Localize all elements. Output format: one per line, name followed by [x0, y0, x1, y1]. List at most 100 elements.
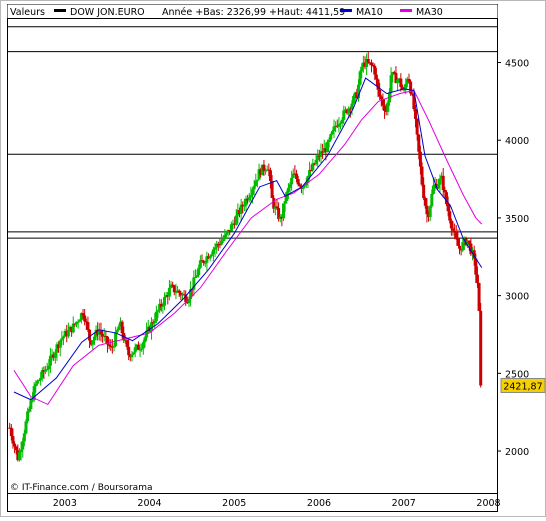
candle-body — [417, 134, 421, 152]
candle-body — [79, 313, 83, 321]
candle-body — [428, 206, 432, 218]
candle-body — [286, 187, 290, 193]
candle-body — [143, 337, 147, 343]
candle-body — [343, 109, 347, 111]
candle-body — [365, 59, 369, 67]
candle-body — [156, 310, 160, 312]
candle-body — [420, 166, 424, 185]
candles — [8, 51, 483, 462]
x-tick-label-2003: 2003 — [53, 498, 77, 509]
candle-body — [39, 377, 43, 381]
candle-body — [125, 340, 129, 347]
candle-body — [112, 346, 116, 348]
candle-body — [45, 369, 49, 371]
candle-body — [242, 205, 246, 207]
candle-body — [180, 294, 184, 296]
candle-body — [251, 189, 255, 196]
candle-body — [133, 347, 137, 353]
candle-body — [394, 72, 398, 84]
candle-body — [140, 348, 144, 350]
candle-body — [360, 66, 364, 72]
candle-body — [389, 75, 393, 93]
y-tick-label-2500: 2500 — [505, 369, 529, 380]
candle-body — [247, 197, 251, 201]
candle-body — [330, 131, 334, 135]
candle-body — [190, 289, 194, 291]
candle-body — [295, 173, 299, 180]
candle-body — [60, 338, 64, 341]
candle-body — [130, 354, 134, 358]
candle-body — [47, 365, 51, 370]
candle-body — [412, 94, 416, 109]
candle-body — [285, 192, 289, 202]
candle-body — [466, 240, 470, 246]
candle-body — [423, 198, 427, 206]
candle-body — [366, 59, 370, 63]
candle-body — [272, 197, 276, 209]
candle-body — [76, 321, 80, 323]
candle-body — [9, 427, 13, 437]
candle-body — [185, 301, 189, 304]
candle-body — [404, 83, 408, 90]
candle-body — [229, 224, 233, 232]
candle-body — [444, 192, 448, 205]
candle-body — [101, 333, 105, 337]
candle-body — [179, 292, 183, 296]
candle-body — [78, 320, 82, 322]
candle-body — [237, 210, 241, 214]
candle-body — [257, 169, 261, 180]
candle-body — [14, 446, 18, 451]
candle-body — [425, 205, 429, 215]
candle-body — [19, 449, 23, 453]
candle-body — [119, 321, 123, 327]
candle-body — [65, 330, 69, 337]
candle-body — [114, 332, 118, 347]
candle-body — [296, 179, 300, 185]
candle-body — [193, 277, 197, 279]
candle-body — [86, 322, 90, 330]
candle-body — [348, 108, 352, 110]
candle-body — [356, 84, 360, 99]
candle-body — [291, 173, 295, 178]
candle-body — [110, 346, 114, 348]
x-tick-label-2004: 2004 — [137, 498, 161, 509]
candle-body — [386, 102, 390, 112]
y-tick-label-4500: 4500 — [505, 59, 529, 70]
candle-body — [327, 139, 331, 142]
candle-body — [244, 198, 248, 206]
candle-body — [335, 125, 339, 127]
candle-body — [474, 258, 478, 275]
candle-body — [259, 169, 263, 176]
candle-body — [255, 179, 259, 181]
candle-body — [400, 86, 404, 90]
candle-body — [448, 211, 452, 221]
candle-body — [316, 155, 320, 160]
candle-body — [454, 231, 458, 238]
plot-area — [7, 4, 498, 494]
candle-body — [246, 198, 250, 201]
last-price-label: 2421,87 — [503, 381, 542, 392]
candle-body — [353, 92, 357, 97]
candle-body — [159, 303, 163, 307]
candle-body — [120, 321, 124, 334]
candle-body — [189, 289, 193, 300]
candle-body — [288, 184, 292, 188]
candle-body — [467, 240, 471, 244]
legend-swatch-ma30 — [400, 9, 412, 12]
candle-body — [91, 340, 95, 345]
candle-body — [427, 214, 431, 218]
candle-body — [153, 320, 157, 324]
candle-body — [378, 89, 382, 97]
candle-body — [441, 175, 445, 190]
candle-body — [254, 180, 258, 186]
candle-body — [281, 203, 285, 219]
candle-body — [31, 400, 35, 402]
y-tick-label-4000: 4000 — [505, 136, 529, 147]
candle-body — [27, 408, 31, 412]
candle-body — [88, 329, 92, 341]
candle-body — [373, 65, 377, 75]
candle-body — [146, 326, 150, 331]
candle-body — [374, 74, 378, 80]
candle-body — [109, 345, 113, 347]
candle-body — [422, 184, 426, 199]
